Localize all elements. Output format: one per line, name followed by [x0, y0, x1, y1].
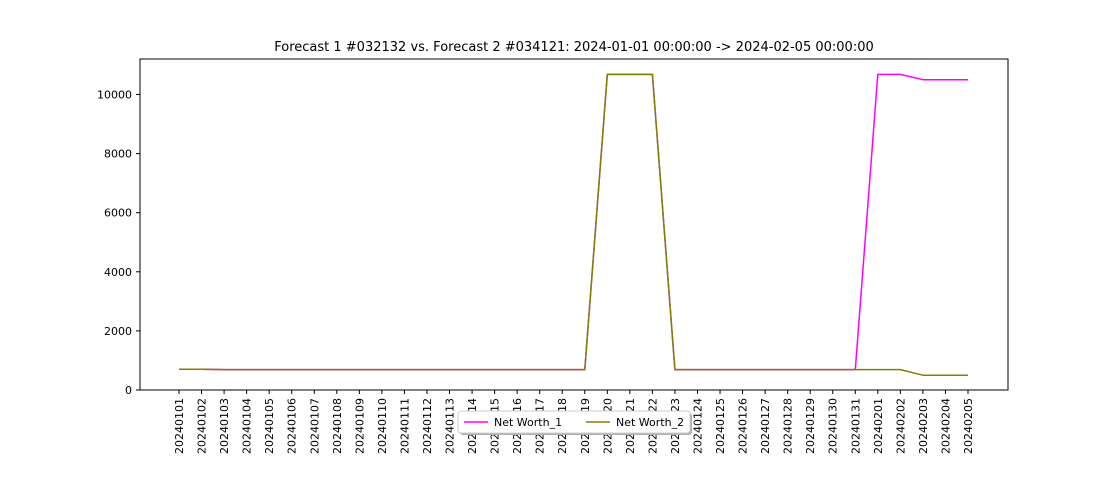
x-tick-label: 20240113: [444, 398, 457, 454]
y-tick-label: 0: [125, 384, 132, 397]
x-tick-label: 20240128: [782, 398, 795, 454]
x-tick-label: 20240105: [263, 398, 276, 454]
x-tick-label: 20240204: [939, 398, 952, 454]
legend-box: [457, 410, 691, 434]
x-tick-label: 20240112: [421, 398, 434, 454]
x-tick-label: 20240127: [759, 398, 772, 454]
x-tick-label: 20240101: [173, 398, 186, 454]
x-tick-label: 20240202: [894, 398, 907, 454]
x-tick-label: 20240102: [196, 398, 209, 454]
x-tick-label: 20240110: [376, 398, 389, 454]
series-line-1: [179, 73, 968, 371]
y-tick-label: 2000: [104, 325, 132, 338]
y-tick-label: 8000: [104, 148, 132, 161]
x-tick-label: 20240126: [737, 398, 750, 454]
y-tick-label: 4000: [104, 266, 132, 279]
x-tick-label: 20240131: [849, 398, 862, 454]
legend-label-2: Net Worth_2: [616, 416, 684, 429]
y-axis: 0 2000 4000 6000 8000 10000: [97, 88, 140, 397]
x-tick-label: 20240124: [691, 398, 704, 454]
x-tick-label: 20240201: [872, 398, 885, 454]
x-tick-label: 20240203: [917, 398, 930, 454]
x-tick-label: 20240107: [308, 398, 321, 454]
y-tick-label: 6000: [104, 207, 132, 220]
x-tick-label: 20240104: [241, 398, 254, 454]
legend-label-1: Net Worth_1: [494, 416, 562, 429]
x-tick-label: 20240125: [714, 398, 727, 454]
series-line-2: [179, 73, 968, 376]
x-tick-label: 20240109: [353, 398, 366, 454]
x-tick-label: 20240205: [962, 398, 975, 454]
chart-title: Forecast 1 #032132 vs. Forecast 2 #03412…: [274, 40, 874, 55]
y-tick-label: 10000: [97, 88, 132, 101]
x-tick-label: 20240106: [286, 398, 299, 454]
x-tick-label: 20240111: [398, 398, 411, 454]
x-tick-label: 20240108: [331, 398, 344, 454]
series-layer: [179, 73, 968, 376]
x-tick-label: 20240103: [218, 398, 231, 454]
plot-area: [139, 58, 1009, 391]
legend: Net Worth_1 Net Worth_2: [457, 410, 692, 435]
x-tick-label: 20240130: [827, 398, 840, 454]
x-tick-label: 20240129: [804, 398, 817, 454]
